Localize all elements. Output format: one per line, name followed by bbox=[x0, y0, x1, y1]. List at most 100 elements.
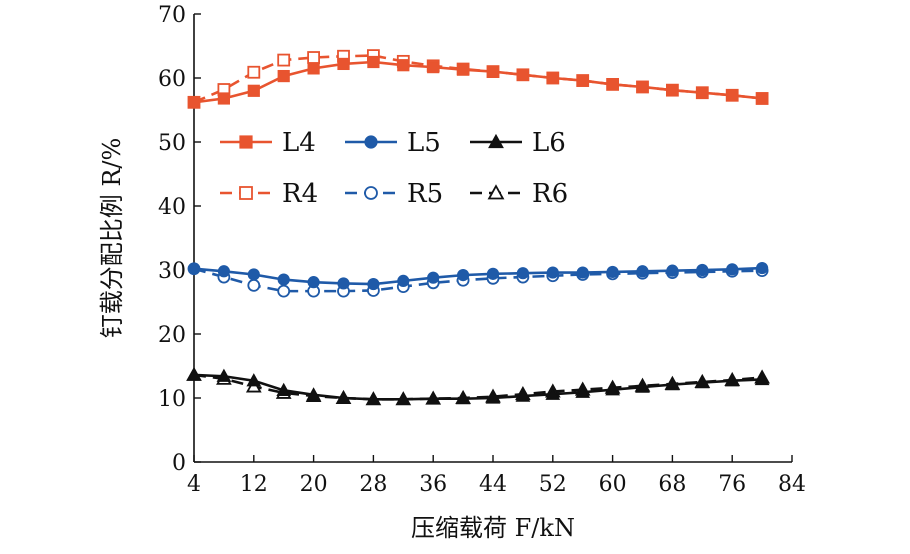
legend-label: R6 bbox=[532, 179, 568, 209]
y-tick-label: 10 bbox=[158, 387, 186, 412]
x-tick-label: 76 bbox=[718, 472, 746, 497]
data-point-L5 bbox=[457, 269, 470, 282]
data-point-L4 bbox=[546, 71, 559, 85]
data-point-L6 bbox=[216, 368, 232, 382]
data-point-L4 bbox=[606, 78, 619, 91]
data-point-L5 bbox=[367, 277, 380, 291]
data-point-L4 bbox=[755, 92, 769, 105]
data-point-L6 bbox=[306, 387, 321, 401]
data-point-L4 bbox=[337, 57, 350, 71]
data-point-L6 bbox=[186, 367, 202, 381]
data-point-L5 bbox=[696, 263, 709, 277]
data-point-R4 bbox=[307, 51, 321, 64]
data-point-L5 bbox=[247, 268, 260, 281]
data-point-L5 bbox=[755, 261, 769, 275]
series-L6 bbox=[186, 367, 770, 405]
square-marker bbox=[239, 186, 253, 200]
data-point-L5 bbox=[427, 271, 440, 284]
data-point-L5 bbox=[666, 264, 679, 277]
series-R5 bbox=[187, 262, 769, 298]
data-point-L4 bbox=[636, 80, 649, 94]
data-point-L4 bbox=[187, 96, 201, 109]
y-tick-label: 30 bbox=[158, 259, 186, 284]
data-point-L5 bbox=[486, 267, 500, 280]
legend-item-R5: R5 bbox=[345, 179, 443, 209]
data-point-L5 bbox=[397, 274, 410, 287]
data-point-L6 bbox=[395, 391, 411, 405]
data-point-L6 bbox=[336, 390, 351, 404]
data-point-R4 bbox=[247, 65, 261, 79]
data-point-L5 bbox=[187, 262, 201, 275]
data-point-L6 bbox=[485, 390, 501, 404]
data-point-L5 bbox=[726, 263, 739, 276]
data-point-L6 bbox=[246, 373, 262, 387]
legend-label: R5 bbox=[407, 179, 443, 209]
data-point-R5 bbox=[277, 284, 291, 298]
legend-label: R4 bbox=[282, 179, 318, 209]
data-point-L4 bbox=[696, 86, 709, 99]
data-point-L5 bbox=[546, 266, 559, 279]
data-point-L6 bbox=[754, 371, 770, 386]
data-point-L6 bbox=[575, 384, 591, 398]
x-tick-label: 4 bbox=[187, 472, 201, 497]
data-point-L4 bbox=[217, 92, 230, 105]
data-point-L4 bbox=[247, 84, 260, 97]
legend-item-R6: R6 bbox=[470, 179, 568, 209]
x-tick-label: 44 bbox=[479, 472, 507, 497]
y-tick-label: 60 bbox=[158, 67, 186, 92]
data-point-L6 bbox=[515, 388, 531, 402]
data-point-L4 bbox=[666, 84, 679, 97]
x-tick-label: 68 bbox=[658, 472, 686, 497]
legend-label: L6 bbox=[532, 128, 566, 158]
x-tick-label: 36 bbox=[419, 472, 447, 497]
data-point-L5 bbox=[337, 277, 350, 290]
series-line-L6 bbox=[193, 373, 763, 401]
data-point-L4 bbox=[427, 61, 440, 74]
data-point-L6 bbox=[605, 382, 620, 396]
x-tick-label: 28 bbox=[359, 472, 387, 497]
data-point-L6 bbox=[276, 382, 292, 396]
data-point-R5 bbox=[247, 278, 261, 292]
series-L4 bbox=[187, 55, 769, 109]
data-point-L6 bbox=[635, 379, 650, 393]
data-point-L6 bbox=[545, 386, 561, 400]
data-point-R4 bbox=[277, 53, 291, 67]
data-point-L4 bbox=[576, 74, 589, 87]
axes: 4 12 20 28 36 44 52 60 68 76 84 0 10 20 30 40 50 60 70 bbox=[158, 3, 806, 497]
data-point-L6 bbox=[665, 376, 680, 391]
x-tick-label: 12 bbox=[240, 472, 268, 497]
x-tick-label: 20 bbox=[300, 472, 328, 497]
x-tick-label: 52 bbox=[539, 472, 567, 497]
data-point-L4 bbox=[726, 89, 739, 102]
data-point-L6 bbox=[425, 391, 441, 405]
data-point-L5 bbox=[516, 267, 530, 280]
data-point-L4 bbox=[516, 68, 530, 81]
data-point-L4 bbox=[367, 55, 380, 69]
data-point-L6 bbox=[455, 391, 471, 405]
triangle-marker bbox=[488, 133, 504, 149]
data-point-L4 bbox=[457, 63, 470, 76]
x-tick-label: 60 bbox=[599, 472, 627, 497]
legend: L4 L5 L6 R4 R5 R6 bbox=[220, 128, 568, 209]
series-layer bbox=[186, 49, 770, 406]
data-point-L4 bbox=[307, 62, 320, 75]
circle-marker bbox=[364, 135, 378, 149]
y-tick-label: 20 bbox=[158, 323, 186, 348]
y-axis-title: 钉载分配比例 R/% bbox=[98, 138, 126, 339]
data-point-L5 bbox=[576, 266, 589, 279]
legend-item-L5: L5 bbox=[345, 128, 441, 158]
legend-item-L4: L4 bbox=[220, 128, 316, 158]
y-tick-label: 70 bbox=[158, 3, 186, 28]
data-point-L4 bbox=[397, 59, 410, 72]
triangle-marker bbox=[487, 184, 505, 200]
legend-item-L6: L6 bbox=[470, 128, 566, 158]
x-tick-label: 84 bbox=[778, 472, 806, 497]
y-tick-label: 0 bbox=[172, 451, 186, 476]
data-point-L5 bbox=[277, 273, 290, 286]
data-point-L5 bbox=[606, 265, 619, 279]
data-point-L4 bbox=[277, 69, 290, 83]
y-tick-label: 50 bbox=[158, 131, 186, 156]
legend-label: L4 bbox=[282, 128, 316, 158]
